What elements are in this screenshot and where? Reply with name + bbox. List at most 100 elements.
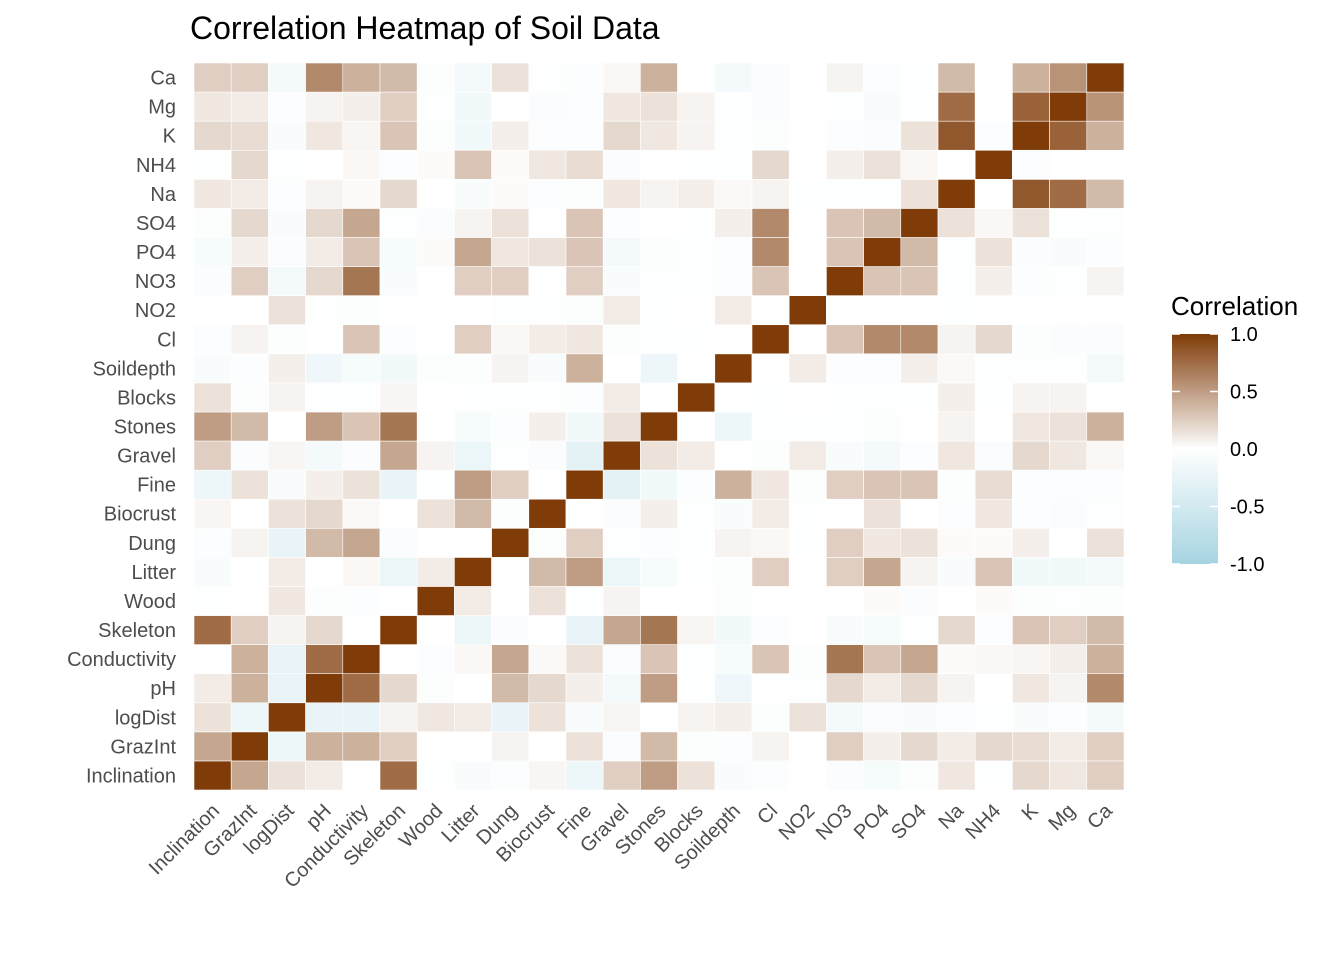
heatmap-cell [565,760,604,791]
heatmap-cell [1049,62,1088,93]
heatmap-cell [1049,120,1088,151]
heatmap-cell [193,149,232,180]
heatmap-cell [268,208,306,238]
heatmap-cell [454,179,492,209]
heatmap-cell [268,266,306,296]
heatmap-cell [1012,382,1050,413]
heatmap-cell [379,208,418,238]
heatmap-cell [454,120,492,151]
heatmap-cell [230,615,269,645]
heatmap-cell [528,149,567,180]
heatmap-cell [342,557,381,587]
heatmap-cell [900,266,939,296]
heatmap-cell [751,498,790,529]
heatmap-cell [1049,440,1088,471]
heatmap-cell [305,120,344,151]
heatmap-cell [305,760,344,791]
heatmap-cell [454,324,492,355]
heatmap-cell [379,62,418,93]
heatmap-cell [602,382,641,413]
heatmap-cell [416,91,455,122]
heatmap-cell [863,295,902,326]
heatmap-cell [565,382,604,413]
heatmap-cell [1049,295,1088,326]
heatmap-cell [602,266,641,296]
heatmap-cell [937,498,976,529]
heatmap-cell [1086,644,1125,674]
heatmap-cell [342,295,381,326]
heatmap-cell [454,382,492,413]
heatmap-cell [751,673,790,704]
heatmap-cell [528,208,567,238]
heatmap-cell [751,149,790,180]
heatmap-cell [751,353,790,384]
heatmap-cell [826,498,864,529]
heatmap-cell [528,615,567,645]
heatmap-cell [1086,266,1125,296]
heatmap-cell [863,382,902,413]
heatmap-cell [1049,702,1088,733]
heatmap-cell [454,760,492,791]
heatmap-cell [1086,237,1125,267]
heatmap-cell [937,673,976,704]
heatmap-cell [1086,411,1125,442]
heatmap-cell [379,469,418,500]
heatmap-cell [863,586,902,616]
heatmap-cell [565,324,604,355]
heatmap-cell [528,673,567,704]
heatmap-cell [342,411,381,442]
heatmap-cell [900,149,939,180]
heatmap-cell [937,120,976,151]
heatmap-cell [416,440,455,471]
heatmap-cell [863,557,902,587]
legend-tick-label: 1.0 [1230,324,1258,346]
heatmap-cell [640,469,678,500]
heatmap-cell [974,411,1013,442]
heatmap-cell [751,527,790,558]
heatmap-cell [677,62,716,93]
heatmap-cell [974,702,1013,733]
heatmap-cell [305,179,344,209]
heatmap-cell [900,440,939,471]
heatmap-cell [342,353,381,384]
heatmap-cell [230,498,269,529]
heatmap-cell [454,62,492,93]
heatmap-cell [602,557,641,587]
y-tick-label: NH4 [136,155,176,177]
heatmap-cell [751,208,790,238]
heatmap-cell [677,120,716,151]
heatmap-cell [491,440,530,471]
heatmap-cell [416,324,455,355]
heatmap-cell [491,295,530,326]
heatmap-cell [714,731,753,762]
heatmap-cell [826,295,864,326]
heatmap-cell [1012,411,1050,442]
heatmap-cell [268,62,306,93]
heatmap-cell [640,62,678,93]
heatmap-cell [826,731,864,762]
heatmap-cell [974,498,1013,529]
heatmap-cell [230,324,269,355]
x-tick-label: NH4 [961,800,1005,844]
heatmap-cell [900,353,939,384]
heatmap-cell [714,673,753,704]
heatmap-cell [268,149,306,180]
heatmap-cell [268,498,306,529]
heatmap-cell [193,208,232,238]
heatmap-cell [1012,498,1050,529]
heatmap-cell [342,469,381,500]
heatmap-cell [826,179,864,209]
y-tick-label: pH [150,678,176,700]
heatmap-cell [788,469,827,500]
heatmap-cell [230,557,269,587]
heatmap-cell [416,266,455,296]
heatmap-cell [528,440,567,471]
y-tick-label: Biocrust [104,504,177,526]
heatmap-cell [751,644,790,674]
heatmap-cell [714,120,753,151]
heatmap-cell [677,91,716,122]
heatmap-cell [863,469,902,500]
heatmap-cell [863,702,902,733]
heatmap-cell [640,353,678,384]
